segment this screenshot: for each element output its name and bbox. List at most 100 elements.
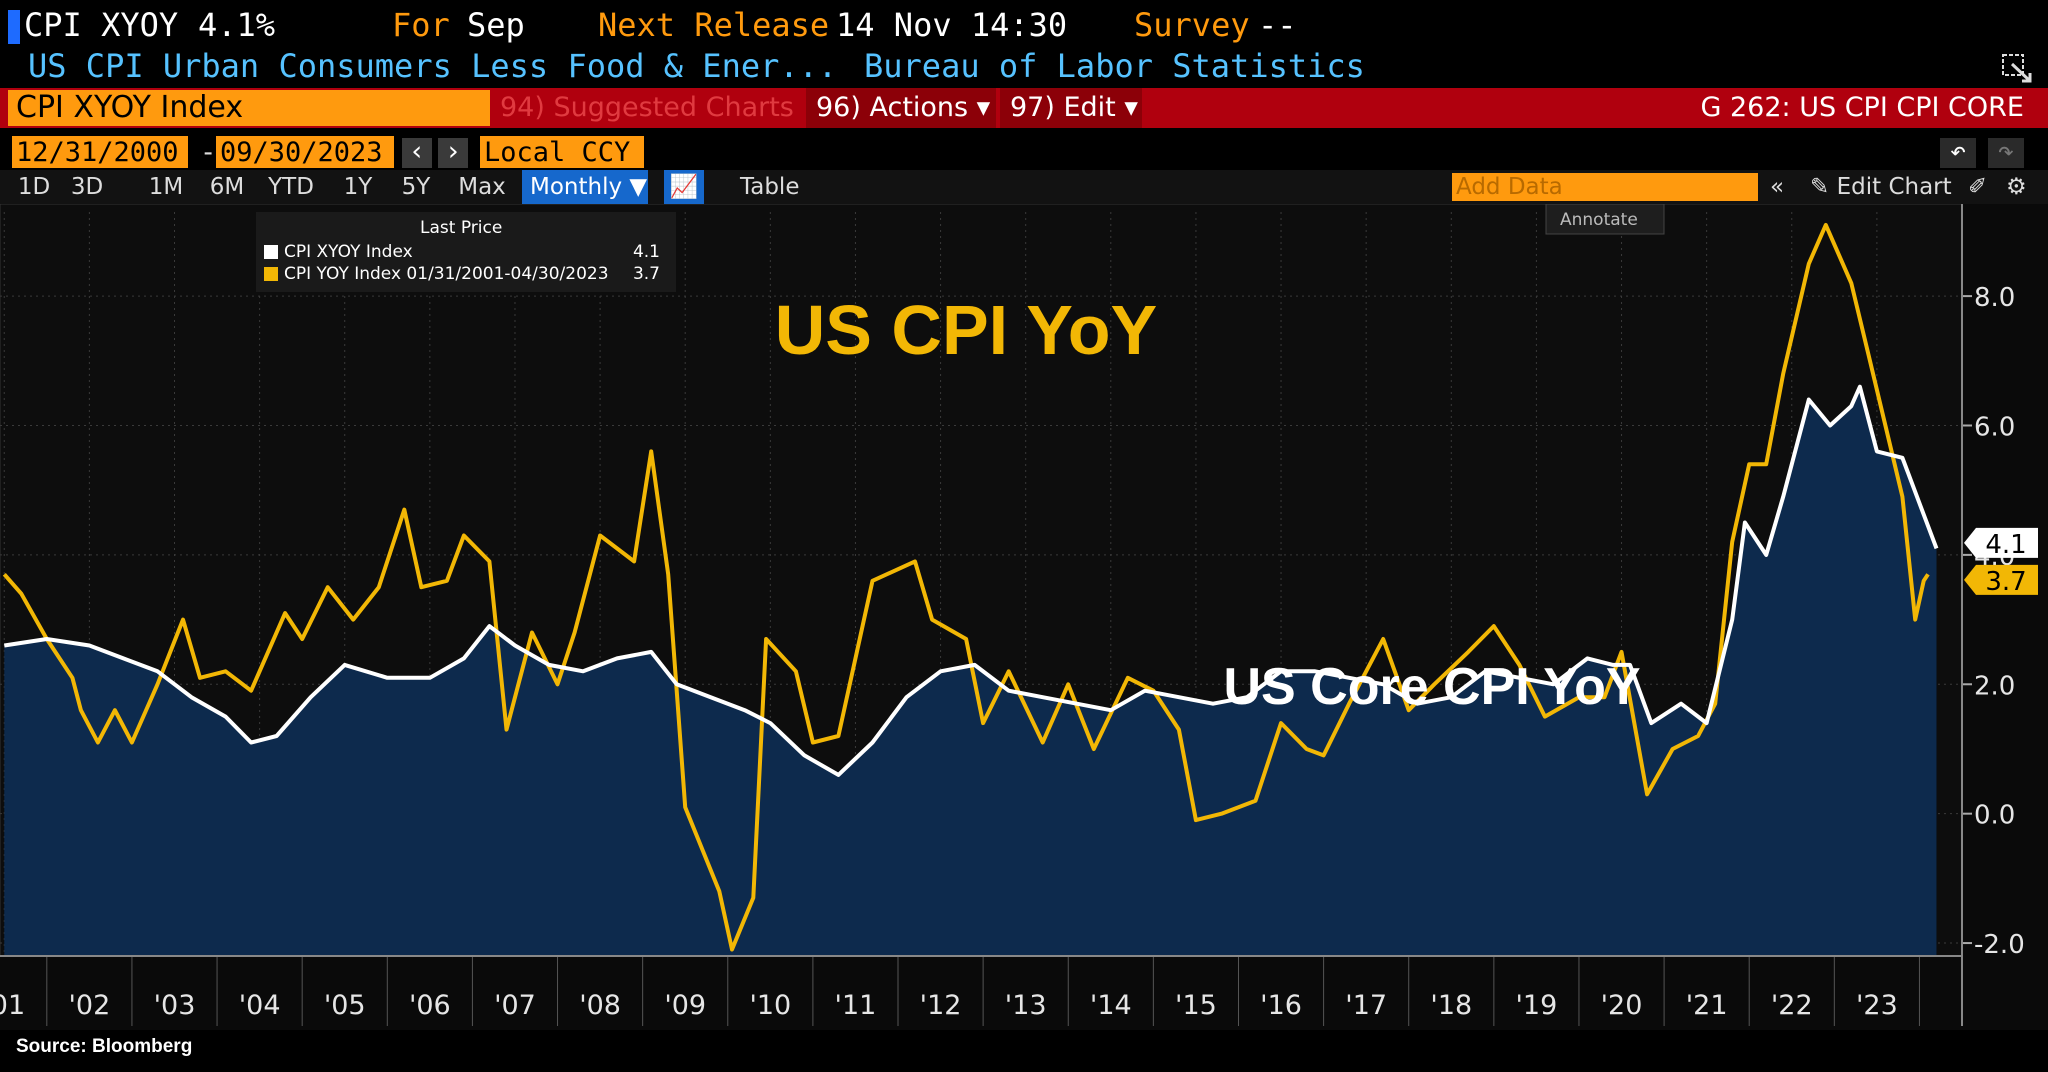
x-tick-label: '11: [835, 990, 877, 1021]
core-last-value-tag: 4.1: [1964, 527, 2038, 560]
for-label: For: [392, 6, 450, 44]
header-row: CPI XYOY 4.1% For Sep Next Release 14 No…: [0, 2, 2048, 48]
x-tick-label: '01: [0, 990, 25, 1021]
ticker[interactable]: CPI XYOY: [24, 6, 179, 44]
prev-period-button[interactable]: ‹: [402, 138, 432, 168]
core-cpi-line: [3, 384, 1939, 777]
table-button[interactable]: Table: [740, 174, 800, 200]
ticker-marker: [8, 10, 20, 44]
last-value: 4.1%: [198, 6, 276, 44]
survey-label: Survey: [1134, 6, 1250, 44]
edit-menu[interactable]: 97) Edit ▾: [1000, 88, 1142, 128]
next-release-value: 14 Nov 14:30: [836, 6, 1068, 44]
description-row: US CPI Urban Consumers Less Food & Ener.…: [0, 46, 2048, 86]
legend-swatch: [264, 245, 278, 259]
frequency-select[interactable]: Monthly ▼: [522, 170, 648, 204]
core-area-fill: [4, 386, 1937, 956]
x-tick-label: '05: [324, 990, 366, 1021]
x-tick-label: '02: [68, 990, 110, 1021]
menu-bar: CPI XYOY Index 94) Suggested Charts 96) …: [0, 88, 2048, 128]
x-tick-label: '08: [579, 990, 621, 1021]
period-button-6m[interactable]: 6M: [209, 174, 245, 200]
chart-legend: Last Price CPI XYOY Index 4.1 CPI YOY Inde…: [256, 212, 676, 292]
x-tick-label: '07: [494, 990, 536, 1021]
next-release-label: Next Release: [598, 6, 830, 44]
x-tick-label: '18: [1430, 990, 1472, 1021]
x-tick-label: '09: [664, 990, 706, 1021]
period-button-1y[interactable]: 1Y: [343, 174, 373, 200]
x-tick-label: '12: [920, 990, 962, 1021]
popout-icon[interactable]: [2000, 52, 2034, 84]
undo-icon[interactable]: ↶: [1940, 138, 1976, 168]
period-button-max[interactable]: Max: [458, 174, 506, 200]
x-tick-label: '13: [1005, 990, 1047, 1021]
line-chart-icon[interactable]: 📈: [664, 170, 704, 204]
x-tick-label: '14: [1090, 990, 1132, 1021]
legend-label: CPI YOY Index 01/31/2001-04/30/2023: [284, 264, 609, 284]
source-footnote: Source: Bloomberg: [16, 1036, 193, 1057]
period-button-5y[interactable]: 5Y: [401, 174, 431, 200]
legend-label: CPI XYOY Index: [284, 242, 413, 262]
x-tick-label: '03: [154, 990, 196, 1021]
actions-menu[interactable]: 96) Actions ▾: [806, 88, 996, 128]
annotation-tool-icon[interactable]: ✐: [1968, 174, 1988, 200]
x-tick-label: '20: [1601, 990, 1643, 1021]
x-tick-label: '21: [1686, 990, 1728, 1021]
value-tag-shape: [1964, 527, 2038, 558]
start-date-input[interactable]: 12/31/2000: [12, 136, 188, 168]
date-range-row: 12/31/2000 - 09/30/2023 ‹ › Local CCY ↶ …: [0, 136, 2048, 170]
period-button-ytd[interactable]: YTD: [268, 174, 314, 200]
currency-select[interactable]: Local CCY: [480, 136, 644, 168]
value-tag-shape: [1964, 564, 2038, 595]
period-button-3d[interactable]: 3D: [70, 174, 104, 200]
x-tick-label: '23: [1856, 990, 1898, 1021]
edit-chart-button[interactable]: ✎ Edit Chart: [1810, 174, 1952, 200]
legend-item: CPI XYOY Index 4.1: [264, 242, 668, 262]
x-tick-label: '04: [239, 990, 281, 1021]
period-button-1d[interactable]: 1D: [17, 174, 51, 200]
legend-title: Last Price: [420, 218, 503, 238]
x-tick-label: '17: [1345, 990, 1387, 1021]
annotate-label: Annotate: [1560, 210, 1638, 230]
legend-value: 4.1: [632, 242, 660, 262]
redo-icon[interactable]: ↷: [1988, 138, 2024, 168]
collapse-icon[interactable]: «: [1770, 174, 1785, 200]
chart-title: US CPI YoY: [775, 291, 1158, 369]
y-tick-label: 8.0: [1974, 283, 2015, 313]
next-period-button[interactable]: ›: [438, 138, 468, 168]
for-value: Sep: [467, 6, 525, 44]
y-tick-label: -2.0: [1974, 930, 2025, 960]
y-tick-label: 2.0: [1974, 671, 2015, 701]
add-data-input[interactable]: Add Data: [1452, 173, 1758, 201]
headline-cpi-line: [2, 222, 1930, 952]
value-tag-label: 3.7: [1985, 567, 2026, 597]
x-tick-label: '15: [1175, 990, 1217, 1021]
security-field[interactable]: CPI XYOY Index: [8, 90, 490, 126]
legend-item: CPI YOY Index 01/31/2001-04/30/2023 3.7: [264, 264, 668, 284]
security-description: US CPI Urban Consumers Less Food & Ener.…: [28, 47, 838, 85]
period-button-1m[interactable]: 1M: [148, 174, 184, 200]
settings-icon[interactable]: ⚙: [2006, 174, 2027, 200]
chart-subtitle: US Core CPI YoY: [1223, 658, 1640, 716]
legend-value: 3.7: [632, 264, 660, 284]
survey-value: --: [1258, 6, 1297, 44]
y-tick-label: 0.0: [1974, 801, 2015, 831]
legend-swatch: [264, 267, 278, 281]
suggested-charts-button[interactable]: 94) Suggested Charts: [500, 92, 794, 123]
value-tag-label: 4.1: [1985, 530, 2026, 560]
chart-canvas[interactable]: -2.00.02.04.06.08.0'01'02'03'04'05'06'07…: [0, 204, 2048, 1030]
edit-chart-label: Edit Chart: [1836, 174, 1952, 200]
x-tick-label: '06: [409, 990, 451, 1021]
y-tick-label: 6.0: [1974, 412, 2015, 442]
annotate-button[interactable]: Annotate: [1545, 204, 1665, 235]
x-tick-label: '10: [749, 990, 791, 1021]
x-tick-label: '19: [1516, 990, 1558, 1021]
period-toolbar: 1D 3D 1M 6M YTD 1Y 5Y Max Monthly ▼ 📈 Table Add…: [0, 170, 2048, 204]
date-separator: -: [200, 137, 217, 168]
end-date-input[interactable]: 09/30/2023: [216, 136, 394, 168]
source-name[interactable]: Bureau of Labor Statistics: [864, 47, 1365, 85]
x-tick-label: '22: [1771, 990, 1813, 1021]
headline-last-value-tag: 3.7: [1964, 564, 2038, 597]
x-tick-label: '16: [1260, 990, 1302, 1021]
chart-id: G 262: US CPI CPI CORE: [1700, 92, 2025, 123]
